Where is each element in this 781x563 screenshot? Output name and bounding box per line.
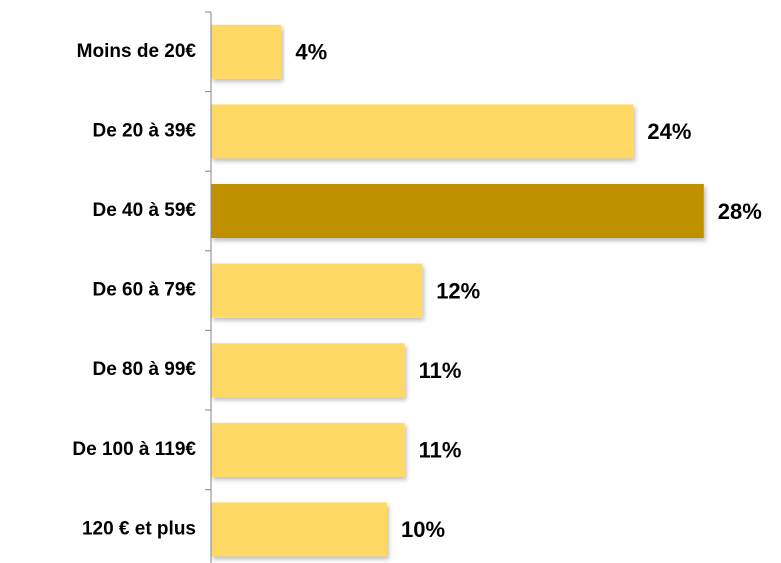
value-label: 12% bbox=[436, 278, 480, 303]
value-label: 28% bbox=[718, 199, 762, 224]
category-label: De 20 à 39€ bbox=[92, 120, 196, 141]
value-label: 11% bbox=[419, 438, 462, 463]
bar bbox=[211, 422, 405, 477]
bar bbox=[211, 184, 704, 238]
value-label: 4% bbox=[295, 40, 327, 65]
category-label: De 100 à 119€ bbox=[72, 439, 196, 460]
value-label: 10% bbox=[401, 517, 445, 542]
bar bbox=[211, 104, 634, 159]
category-label: Moins de 20€ bbox=[77, 41, 197, 62]
value-label: 24% bbox=[647, 119, 691, 144]
category-label: De 40 à 59€ bbox=[92, 200, 196, 221]
value-label: 11% bbox=[419, 358, 462, 383]
bar bbox=[211, 502, 387, 557]
category-label: De 60 à 79€ bbox=[92, 280, 196, 301]
category-label: 120 € et plus bbox=[82, 518, 196, 539]
bar bbox=[211, 343, 405, 398]
bar bbox=[211, 263, 423, 318]
category-label: De 80 à 99€ bbox=[92, 359, 196, 380]
bar bbox=[211, 24, 282, 79]
